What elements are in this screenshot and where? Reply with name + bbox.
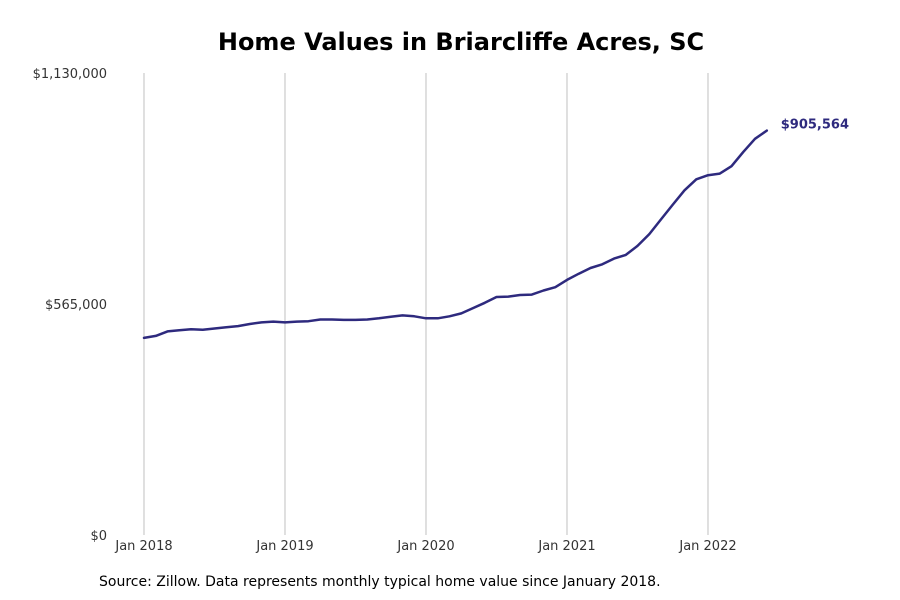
x-tick-label: Jan 2022 <box>678 539 736 554</box>
x-tick-label: Jan 2021 <box>537 539 595 554</box>
y-tick-label: $1,130,000 <box>33 67 107 82</box>
chart-title: Home Values in Briarcliffe Acres, SC <box>217 28 705 56</box>
home-value-line <box>142 129 769 340</box>
x-tick-label: Jan 2018 <box>114 539 172 554</box>
x-tick-label: Jan 2020 <box>396 539 454 554</box>
y-axis-ticks: $0 $565,000 $1,130,000 <box>33 67 107 544</box>
y-tick-label: $565,000 <box>45 298 107 313</box>
gridlines <box>143 73 709 535</box>
x-axis-ticks: Jan 2018 Jan 2019 Jan 2020 Jan 2021 Jan 2022 <box>114 539 736 554</box>
source-note: Source: Zillow. Data represents monthly … <box>99 574 661 590</box>
x-tick-label: Jan 2019 <box>255 539 313 554</box>
y-tick-label: $0 <box>90 529 107 544</box>
latest-value-label: $905,564 <box>781 118 849 133</box>
